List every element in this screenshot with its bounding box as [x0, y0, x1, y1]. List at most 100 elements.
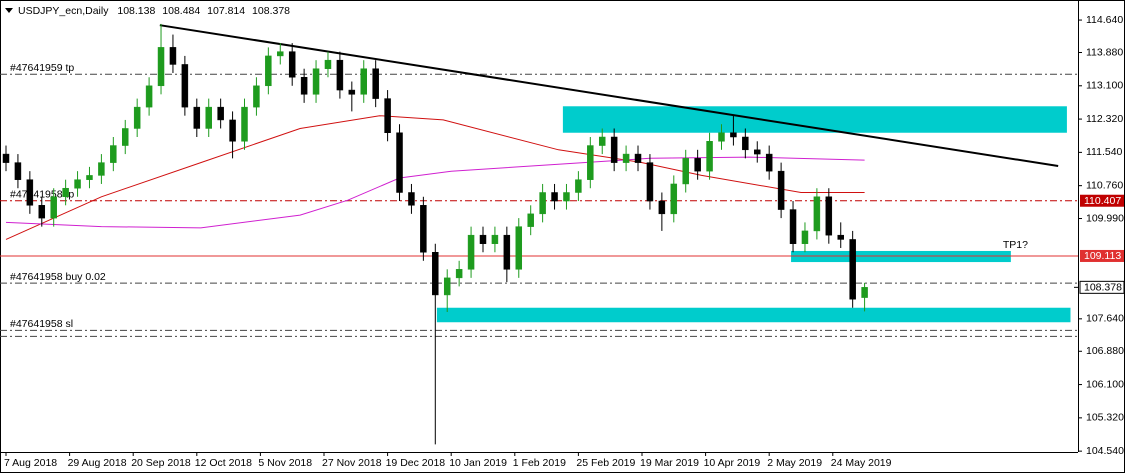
candle-body: [813, 196, 821, 232]
candle-body: [265, 55, 272, 87]
candle-body: [539, 192, 546, 215]
zone: [791, 250, 1011, 263]
candle-body: [336, 59, 344, 91]
candle-body: [241, 106, 248, 142]
header-text: USDJPY_ecn,Daily 108.138 108.484 107.814…: [18, 5, 290, 17]
order-label: #47641958 sl: [10, 318, 73, 330]
x-tick-label: 20 Sep 2018: [131, 457, 191, 469]
candle-body: [98, 162, 105, 176]
candle-body: [861, 287, 868, 298]
y-tick-label: 106.100: [1086, 378, 1124, 390]
candle-body: [360, 68, 367, 95]
candle-body: [408, 192, 415, 206]
x-tick-label: 19 Mar 2019: [640, 457, 699, 469]
moving-average: [5, 115, 865, 240]
candle-body: [551, 192, 558, 202]
price-box-label: 110.407: [1084, 195, 1121, 207]
y-tick-label: 114.640: [1086, 14, 1123, 26]
candle-body: [169, 47, 177, 65]
y-tick-label: 111.540: [1086, 146, 1123, 158]
candle-body: [789, 209, 797, 244]
x-tick-label: 5 Nov 2018: [258, 457, 312, 469]
candle-body: [229, 119, 236, 142]
x-tick-label: 10 Jan 2019: [449, 457, 507, 469]
y-tick-label: 113.880: [1086, 46, 1123, 58]
candle-body: [26, 179, 34, 206]
candle-body: [634, 153, 642, 163]
price-box-label: 109.113: [1084, 250, 1121, 262]
candle-body: [38, 205, 46, 219]
candle-body: [277, 51, 284, 57]
candle-body: [312, 68, 320, 95]
candle-body: [157, 47, 165, 87]
candle-body: [443, 277, 451, 296]
candle-body: [598, 136, 606, 146]
candle-body: [467, 234, 475, 270]
candle-body: [622, 153, 630, 163]
y-tick-label: 107.640: [1086, 313, 1124, 325]
candle-body: [348, 89, 356, 95]
axes: 114.640 113.880 113.100 112.320 111.540 110.7…: [4, 14, 1125, 469]
candle-body: [718, 132, 725, 142]
candle-body: [372, 68, 379, 99]
y-tick-label: 113.100: [1086, 80, 1123, 92]
candle-body: [587, 145, 594, 180]
candle-body: [563, 192, 570, 202]
zone: [436, 307, 1071, 323]
price-box: [1079, 280, 1125, 294]
y-tick-label: 105.320: [1086, 412, 1124, 424]
candle-body: [575, 179, 582, 193]
trendline: [159, 24, 1059, 168]
x-tick-label: 24 May 2019: [831, 457, 892, 469]
header: USDJPY_ecn,Daily 108.138 108.484 107.814…: [5, 5, 290, 17]
candle-body: [646, 162, 654, 202]
candle-body: [14, 162, 22, 180]
candle-body: [825, 196, 833, 236]
header-high: 108.484: [162, 5, 200, 17]
candle-body: [50, 196, 57, 219]
x-tick-label: 7 Aug 2018: [4, 457, 57, 469]
candle-body: [324, 59, 332, 69]
candle-body: [62, 187, 69, 198]
x-tick-label: 12 Oct 2018: [195, 457, 252, 469]
candle-body: [217, 106, 224, 121]
candle-body: [754, 149, 761, 155]
y-tick-label: 112.320: [1086, 113, 1123, 125]
candle-body: [121, 128, 129, 146]
candle-body: [730, 132, 737, 138]
candle-body: [384, 98, 391, 133]
x-tick-label: 19 Dec 2018: [386, 457, 446, 469]
y-tick-label: 109.990: [1086, 212, 1124, 224]
candle-body: [658, 200, 666, 215]
candle-body: [253, 85, 260, 108]
candle-body: [670, 183, 678, 215]
candle-body: [455, 269, 463, 279]
y-tick-label: 106.880: [1086, 345, 1124, 357]
candle-body: [515, 226, 523, 270]
current-price-label: 108.378: [1084, 282, 1122, 294]
candle-body: [288, 51, 296, 78]
price-box: [1080, 249, 1124, 262]
candle-body: [74, 179, 81, 189]
y-tick-label: 110.760: [1086, 179, 1123, 191]
x-tick-label: 1 Feb 2019: [513, 457, 566, 469]
candle-body: [133, 106, 141, 129]
candle-body: [706, 141, 713, 172]
candle-body: [181, 64, 189, 108]
menu-icon[interactable]: [5, 8, 13, 13]
candle-body: [432, 251, 439, 296]
candle-body: [742, 136, 749, 151]
candle-body: [491, 234, 499, 244]
x-tick-label: 27 Nov 2018: [322, 457, 382, 469]
candle-body: [801, 230, 809, 244]
order-label: #47641959 tp: [10, 62, 74, 74]
candle-body: [300, 77, 308, 95]
candle-body: [396, 132, 403, 193]
order-label: #47641958 tp: [10, 189, 74, 201]
header-open: 108.138: [117, 5, 155, 17]
x-tick-label: 25 Feb 2019: [576, 457, 635, 469]
candle-body: [610, 136, 618, 163]
x-tick-label: 2 May 2019: [767, 457, 822, 469]
symbol: USDJPY_ecn,Daily: [18, 5, 109, 17]
